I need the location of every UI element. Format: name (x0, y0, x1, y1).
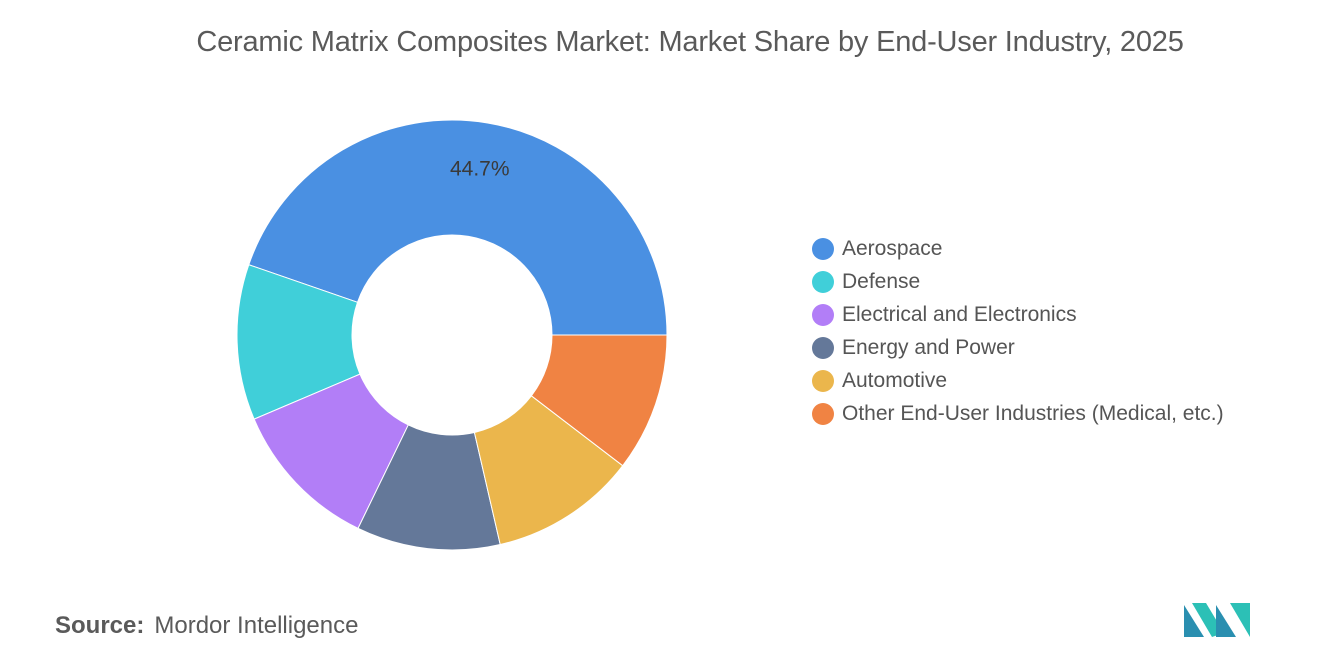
chart-title: Ceramic Matrix Composites Market: Market… (196, 26, 1184, 58)
chart-legend: Aerospace Defense Electrical and Electroni… (812, 232, 1224, 430)
legend-swatch (812, 303, 834, 326)
donut-slices (236, 119, 668, 551)
legend-item: Defense (812, 265, 1224, 298)
slice-aerospace (248, 119, 668, 336)
legend-label: Electrical and Electronics (842, 302, 1077, 326)
legend-item: Electrical and Electronics (812, 298, 1224, 331)
mordor-intelligence-logo-icon (1184, 603, 1250, 637)
source-value: Mordor Intelligence (154, 612, 359, 639)
legend-label: Aerospace (842, 236, 943, 260)
slice-labels: 44.7% (450, 157, 510, 180)
legend-swatch (812, 237, 834, 260)
slice-other-end-user-industries-medical-etc (530, 334, 668, 467)
legend-item: Aerospace (812, 232, 1224, 265)
source-label: Source: (55, 612, 145, 639)
legend-label: Other End-User Industries (Medical, etc.… (842, 401, 1224, 425)
legend-item: Automotive (812, 364, 1224, 397)
legend-label: Energy and Power (842, 335, 1015, 359)
legend-label: Defense (842, 269, 921, 293)
legend-swatch (812, 336, 834, 359)
legend-item: Other End-User Industries (Medical, etc.… (812, 397, 1224, 430)
legend-item: Energy and Power (812, 331, 1224, 364)
source-note: Source: Mordor Intelligence (55, 612, 358, 640)
legend-swatch (812, 270, 834, 293)
legend-swatch (812, 369, 834, 392)
legend-label: Automotive (842, 368, 948, 392)
slice-data-label: 44.7% (450, 157, 510, 180)
legend-swatch (812, 402, 834, 425)
